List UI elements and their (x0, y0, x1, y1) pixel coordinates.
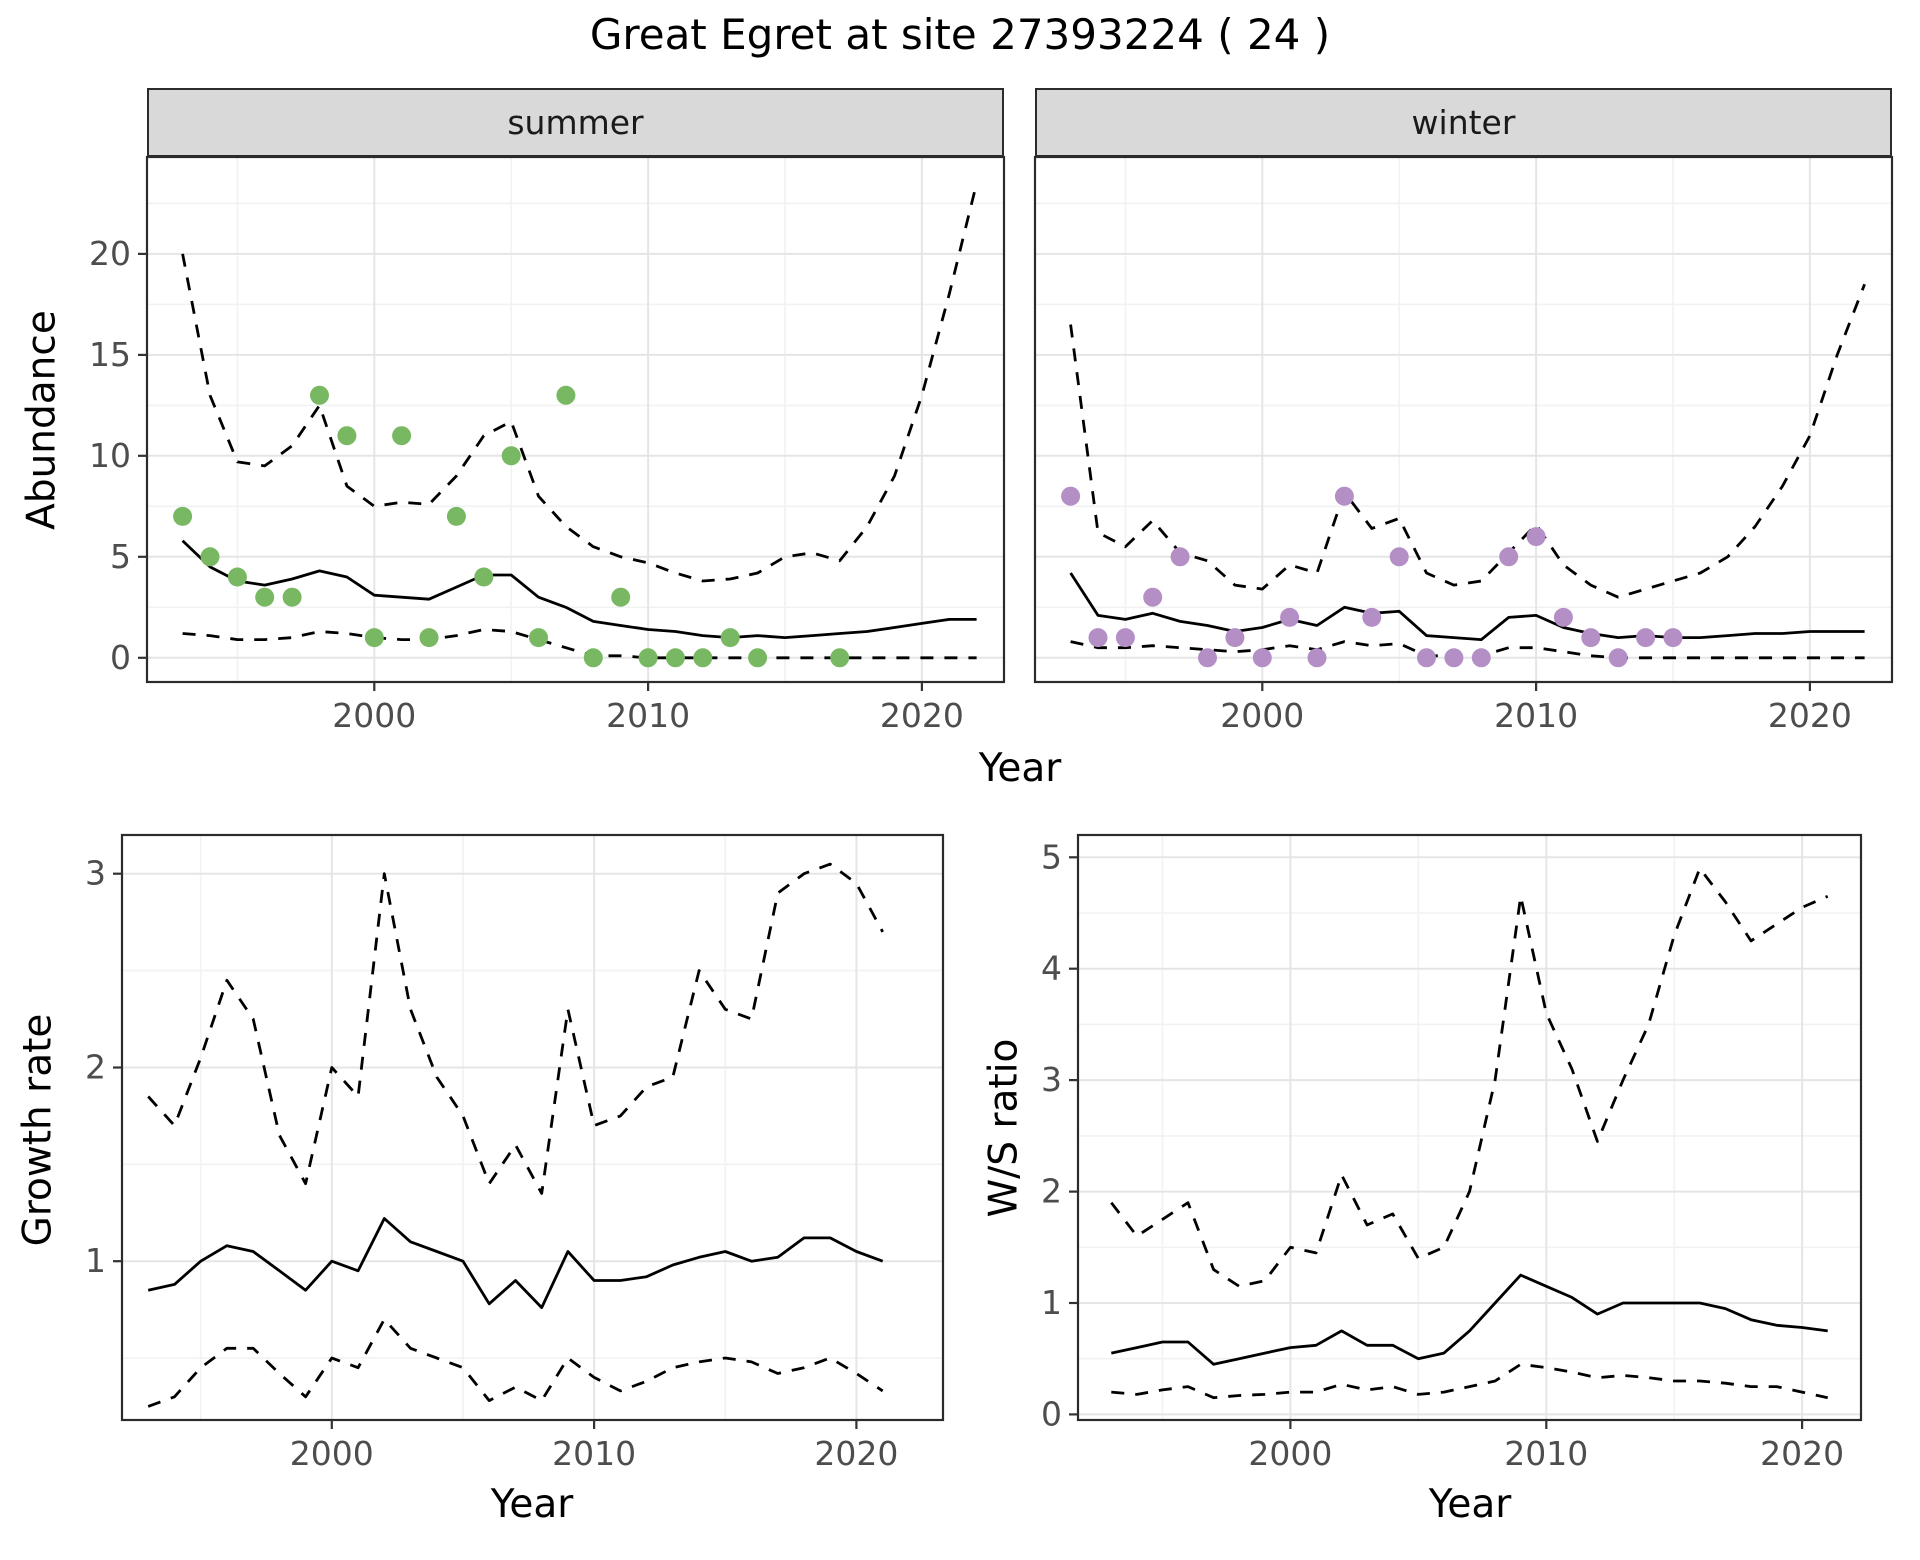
abundance-summer-observed-count-point (748, 648, 768, 668)
abundance-summer-observed-count-point (200, 547, 220, 567)
abundance-winter-observed-count-point (1636, 628, 1656, 648)
x-tick-label: 2020 (814, 1434, 898, 1473)
ws-ratio-upper-ci-line (1110, 867, 1829, 1288)
abundance-summer-observed-count-point (255, 587, 275, 607)
abundance-summer-observed-count-point (501, 446, 521, 466)
abundance-winter-observed-count-point (1526, 527, 1546, 547)
abundance-summer-observed-count-point (392, 426, 412, 446)
facet-label-winter: winter (1411, 103, 1516, 142)
abundance-summer-observed-count-point (173, 506, 193, 526)
x-tick-label: 2020 (1760, 1434, 1844, 1473)
growth-rate-x-axis-title: Year (490, 1482, 574, 1527)
y-tick-label: 1 (1041, 1283, 1062, 1322)
y-tick-label: 5 (1041, 837, 1062, 876)
y-tick-label: 1 (85, 1241, 106, 1280)
facet-strip-summer: summer (147, 88, 1004, 157)
panel-abundance-summer: 2000 2010 2020 0 5 10 15 20 (89, 155, 1006, 735)
abundance-summer-fit-line (181, 539, 977, 639)
abundance-summer-observed-count-point (310, 385, 329, 405)
abundance-winter-observed-count-point (1389, 547, 1409, 567)
y-tick-label: 4 (1041, 949, 1062, 988)
growth-rate-lower-ci-line (147, 1317, 884, 1408)
abundance-winter-observed-count-point (1417, 648, 1436, 668)
abundance-summer-observed-count-point (638, 648, 658, 668)
abundance-summer-observed-count-point (583, 648, 603, 668)
abundance-winter-observed-count-point (1143, 587, 1163, 607)
ws-ratio-axis-title: W/S ratio (981, 1038, 1027, 1218)
growth-rate-axis-title: Growth rate (15, 1013, 61, 1247)
x-tick-label: 2010 (1494, 696, 1578, 735)
x-tick-label: 2020 (880, 696, 964, 735)
panel-abundance-winter: 2000 2010 2020 (1033, 155, 1894, 735)
x-tick-label: 2010 (552, 1434, 636, 1473)
y-tick-label: 2 (85, 1048, 106, 1087)
y-tick-label: 3 (85, 854, 106, 893)
abundance-summer-observed-count-point (693, 648, 713, 668)
y-tick-label: 5 (110, 537, 131, 576)
abundance-winter-observed-count-point (1088, 628, 1108, 648)
abundance-summer-observed-count-point (720, 628, 740, 648)
abundance-axis-title: Abundance (19, 310, 65, 530)
growth-rate-upper-ci-line (147, 862, 884, 1195)
abundance-summer-observed-count-point (556, 385, 576, 405)
x-tick-label: 2000 (290, 1434, 374, 1473)
y-tick-label: 0 (110, 638, 131, 677)
abundance-summer-observed-count-point (474, 567, 494, 587)
x-tick-label: 2000 (1248, 1434, 1332, 1473)
x-tick-label: 2000 (1220, 696, 1304, 735)
abundance-summer-observed-count-point (282, 587, 302, 607)
abundance-winter-observed-count-point (1444, 648, 1464, 668)
abundance-summer-observed-count-point (364, 628, 384, 648)
x-tick-label: 2020 (1768, 696, 1852, 735)
abundance-winter-observed-count-point (1307, 648, 1327, 668)
growth-rate-fit-line (147, 1217, 884, 1309)
abundance-winter-observed-count-point (1115, 628, 1135, 648)
abundance-winter-observed-count-point (1581, 628, 1601, 648)
abundance-summer-observed-count-point (611, 587, 631, 607)
abundance-summer-observed-count-point (529, 628, 548, 648)
abundance-winter-observed-count-point (1225, 628, 1245, 648)
abundance-summer-observed-count-point (227, 567, 247, 587)
y-tick-label: 15 (89, 335, 131, 374)
y-tick-label: 2 (1041, 1172, 1062, 1211)
abundance-winter-observed-count-point (1252, 648, 1272, 668)
abundance-summer-observed-count-point (419, 628, 439, 648)
abundance-winter-observed-count-point (1362, 607, 1382, 627)
ws-ratio-x-axis-title: Year (1428, 1482, 1512, 1527)
y-tick-label: 3 (1041, 1060, 1062, 1099)
abundance-summer-observed-count-point (830, 648, 850, 668)
abundance-summer-observed-count-point (665, 648, 685, 668)
abundance-winter-fit-line (1069, 572, 1865, 641)
abundance-winter-observed-count-point (1471, 648, 1491, 668)
abundance-winter-upper-ci-line (1069, 283, 1866, 599)
y-tick-label: 10 (89, 436, 131, 475)
abundance-winter-observed-count-point (1280, 607, 1300, 627)
ws-ratio-lower-ci-line (1111, 1362, 1828, 1400)
abundance-winter-observed-count-point (1553, 607, 1573, 627)
top-x-axis-title: Year (978, 746, 1062, 791)
abundance-summer-observed-count-point (337, 426, 357, 446)
y-tick-label: 20 (89, 234, 131, 273)
abundance-winter-observed-count-point (1198, 648, 1217, 668)
facet-strip-winter: winter (1035, 88, 1892, 157)
abundance-summer-upper-ci-line (181, 182, 978, 583)
panel-growth-rate: 2000 2010 2020 1 2 3 (85, 833, 945, 1473)
abundance-winter-observed-count-point (1608, 648, 1628, 668)
ws-ratio-fit-line (1111, 1273, 1828, 1366)
x-tick-label: 2010 (606, 696, 690, 735)
panel-ws-ratio: 2000 2010 2020 0 1 2 3 4 5 (1041, 833, 1863, 1473)
abundance-summer-observed-count-point (446, 506, 466, 526)
x-tick-label: 2010 (1504, 1434, 1588, 1473)
y-tick-label: 0 (1041, 1394, 1062, 1433)
abundance-winter-observed-count-point (1499, 547, 1519, 567)
facet-label-summer: summer (507, 103, 644, 142)
figure-title: Great Egret at site 27393224 ( 24 ) (589, 10, 1331, 59)
abundance-winter-observed-count-point (1663, 628, 1683, 648)
abundance-winter-observed-count-point (1061, 486, 1081, 506)
abundance-winter-observed-count-point (1170, 547, 1190, 567)
x-tick-label: 2000 (332, 696, 416, 735)
abundance-winter-observed-count-point (1334, 486, 1354, 506)
